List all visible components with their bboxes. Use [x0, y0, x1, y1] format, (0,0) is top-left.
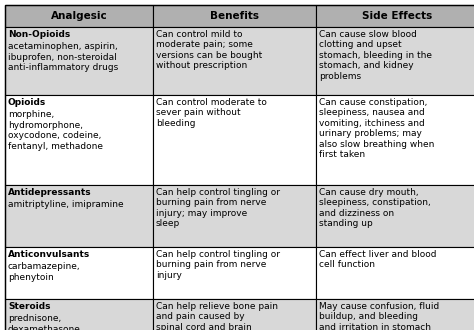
Text: Can effect liver and blood
cell function: Can effect liver and blood cell function	[319, 250, 437, 269]
Text: Side Effects: Side Effects	[363, 11, 433, 21]
Bar	[5, 185, 153, 247]
Text: Can help control tingling or
burning pain from nerve
injury: Can help control tingling or burning pai…	[156, 250, 280, 280]
Text: Steroids: Steroids	[8, 302, 51, 311]
Bar	[5, 95, 153, 185]
Bar	[153, 247, 316, 299]
Text: Analgesic: Analgesic	[51, 11, 108, 21]
Bar	[316, 27, 474, 95]
Bar	[5, 5, 153, 27]
Bar	[153, 5, 316, 27]
Text: Non-Opioids: Non-Opioids	[8, 30, 70, 39]
Bar	[5, 27, 153, 95]
Text: amitriptyline, imipramine: amitriptyline, imipramine	[8, 200, 124, 210]
Text: May cause confusion, fluid
buildup, and bleeding
and irritation in stomach: May cause confusion, fluid buildup, and …	[319, 302, 439, 330]
Text: Opioids: Opioids	[8, 98, 46, 107]
Text: Anticonvulsants: Anticonvulsants	[8, 250, 90, 259]
Text: Can help relieve bone pain
and pain caused by
spinal cord and brain
tumors: Can help relieve bone pain and pain caus…	[156, 302, 278, 330]
Text: Can cause dry mouth,
sleepiness, constipation,
and dizziness on
standing up: Can cause dry mouth, sleepiness, constip…	[319, 188, 431, 228]
Text: Antidepressants: Antidepressants	[8, 188, 91, 197]
Bar	[316, 247, 474, 299]
Text: Can cause slow blood
clotting and upset
stomach, bleeding in the
stomach, and ki: Can cause slow blood clotting and upset …	[319, 30, 432, 81]
Text: prednisone,
dexamethasone: prednisone, dexamethasone	[8, 314, 81, 330]
Bar	[316, 185, 474, 247]
Text: Can control moderate to
sever pain without
bleeding: Can control moderate to sever pain witho…	[156, 98, 267, 128]
Bar	[316, 95, 474, 185]
Bar	[153, 95, 316, 185]
Text: Can control mild to
moderate pain; some
versions can be bought
without prescript: Can control mild to moderate pain; some …	[156, 30, 262, 70]
Text: Benefits: Benefits	[210, 11, 259, 21]
Text: Can cause constipation,
sleepiness, nausea and
vomiting, itchiness and
urinary p: Can cause constipation, sleepiness, naus…	[319, 98, 434, 159]
Bar	[316, 5, 474, 27]
Bar	[5, 299, 153, 330]
Bar	[153, 299, 316, 330]
Bar	[153, 185, 316, 247]
Text: acetaminophen, aspirin,
ibuprofen, non-steroidal
anti-inflammatory drugs: acetaminophen, aspirin, ibuprofen, non-s…	[8, 43, 118, 72]
Text: morphine,
hydromorphone,
oxycodone, codeine,
fentanyl, methadone: morphine, hydromorphone, oxycodone, code…	[8, 111, 103, 151]
Text: Can help control tingling or
burning pain from nerve
injury; may improve
sleep: Can help control tingling or burning pai…	[156, 188, 280, 228]
Bar	[5, 247, 153, 299]
Text: carbamazepine,
phenytoin: carbamazepine, phenytoin	[8, 262, 81, 282]
Bar	[316, 299, 474, 330]
Bar	[153, 27, 316, 95]
